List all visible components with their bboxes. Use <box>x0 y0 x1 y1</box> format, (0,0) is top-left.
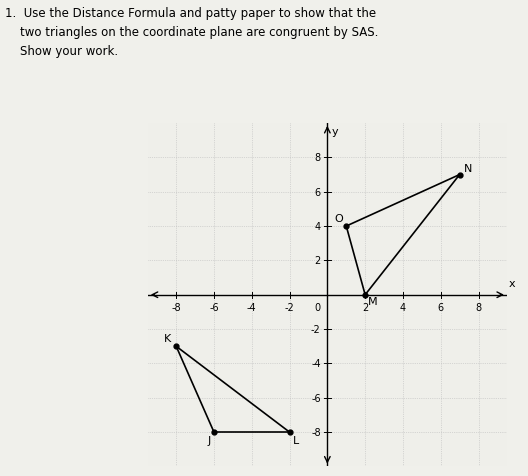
Text: two triangles on the coordinate plane are congruent by SAS.: two triangles on the coordinate plane ar… <box>5 26 379 39</box>
Text: M: M <box>368 297 378 307</box>
Text: -4: -4 <box>311 359 320 368</box>
Text: y: y <box>332 127 338 137</box>
Text: 4: 4 <box>400 303 406 313</box>
Text: -8: -8 <box>311 427 320 437</box>
Text: J: J <box>208 435 211 445</box>
Text: Show your work.: Show your work. <box>5 45 118 58</box>
Text: -2: -2 <box>285 303 295 313</box>
Text: -6: -6 <box>209 303 219 313</box>
Text: -4: -4 <box>247 303 257 313</box>
Text: 8: 8 <box>315 153 320 163</box>
Text: 4: 4 <box>315 222 320 231</box>
Text: 8: 8 <box>476 303 482 313</box>
Text: -8: -8 <box>172 303 181 313</box>
Text: O: O <box>335 214 343 224</box>
Text: N: N <box>464 163 472 173</box>
Text: -2: -2 <box>311 325 320 334</box>
Text: x: x <box>509 278 515 288</box>
Text: -6: -6 <box>311 393 320 403</box>
Text: 0: 0 <box>315 303 320 313</box>
Text: L: L <box>293 435 299 445</box>
Text: 2: 2 <box>315 256 320 266</box>
Text: 1.  Use the Distance Formula and patty paper to show that the: 1. Use the Distance Formula and patty pa… <box>5 7 376 20</box>
Text: 6: 6 <box>438 303 444 313</box>
Text: 2: 2 <box>362 303 368 313</box>
Text: K: K <box>164 333 172 343</box>
Text: 6: 6 <box>315 188 320 197</box>
